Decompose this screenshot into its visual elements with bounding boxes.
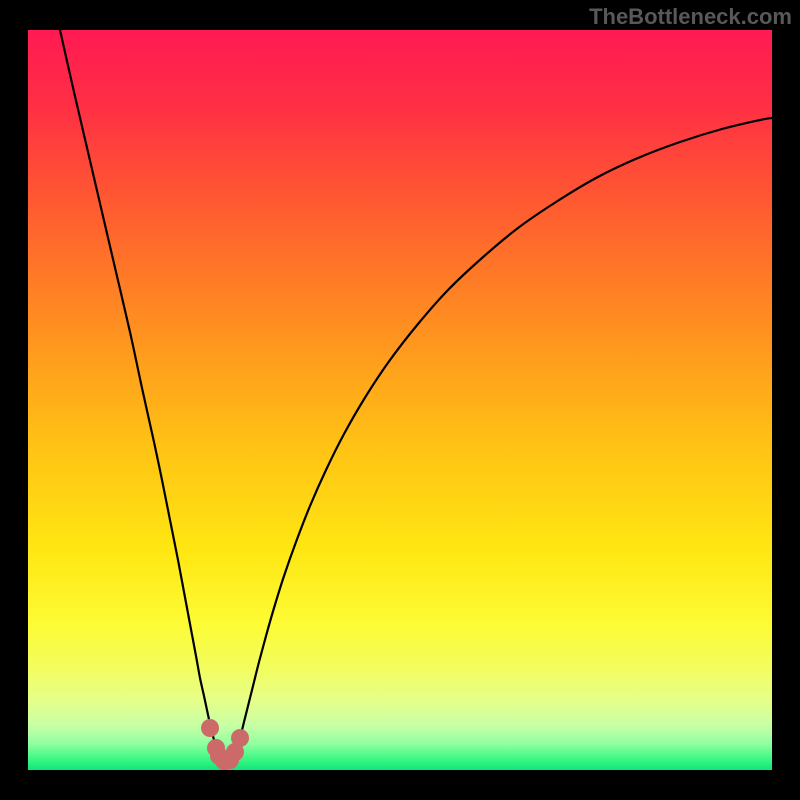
watermark-text: TheBottleneck.com <box>589 4 792 30</box>
curve-marker <box>231 729 249 747</box>
chart-svg <box>28 30 772 770</box>
chart-background <box>28 30 772 770</box>
curve-marker <box>201 719 219 737</box>
